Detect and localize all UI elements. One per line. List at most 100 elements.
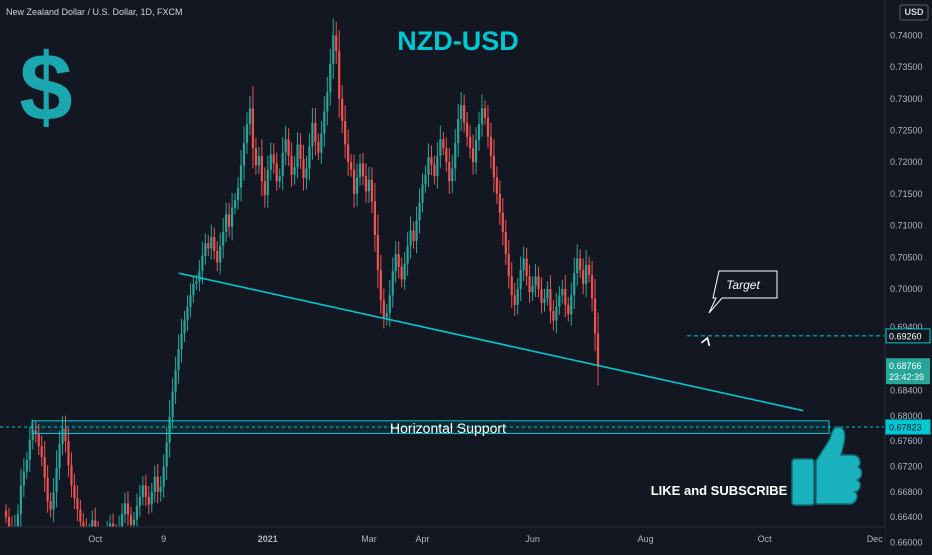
- candle: [28, 426, 31, 472]
- candle-body: [79, 509, 82, 523]
- y-tick-label: 0.66800: [890, 487, 923, 497]
- candle-body: [236, 187, 240, 201]
- candle-body: [463, 105, 466, 123]
- candle-body: [40, 446, 43, 457]
- candle-body: [492, 155, 495, 178]
- candle: [302, 144, 305, 191]
- candle-body: [189, 295, 192, 307]
- candle: [49, 492, 52, 518]
- candle-body: [585, 264, 588, 284]
- candle-body: [302, 158, 305, 179]
- candle-body: [350, 162, 353, 170]
- candle-body: [317, 141, 320, 153]
- candle: [344, 105, 347, 159]
- x-tick-label: Oct: [88, 534, 103, 544]
- candle: [219, 232, 222, 275]
- candle: [37, 423, 40, 455]
- candle-body: [257, 155, 260, 166]
- y-tick-label: 0.72000: [890, 157, 923, 167]
- candle-body: [165, 442, 168, 467]
- candle: [186, 295, 189, 332]
- candle: [573, 257, 576, 310]
- y-tick-label: 0.66400: [890, 512, 923, 522]
- candle: [272, 143, 275, 174]
- candle-body: [579, 258, 582, 270]
- candle-body: [314, 122, 317, 142]
- candle: [76, 485, 79, 522]
- trendline: [178, 272, 804, 412]
- candle-body: [448, 162, 451, 182]
- candle: [355, 163, 359, 207]
- candle: [126, 491, 130, 526]
- candle-body: [7, 517, 11, 527]
- candle: [570, 282, 573, 326]
- y-tick-label: 0.73000: [890, 94, 923, 104]
- y-tick-label: 0.74000: [890, 30, 923, 40]
- candle-body: [471, 148, 475, 163]
- candle-body: [248, 108, 252, 125]
- candle-body: [147, 496, 150, 505]
- candle-body: [287, 139, 290, 156]
- candle: [19, 468, 22, 530]
- cta-text: LIKE and SUBSCRIBE: [651, 483, 788, 498]
- candle-body: [22, 471, 25, 486]
- candle-body: [239, 165, 243, 188]
- candle-body: [442, 139, 445, 149]
- candle: [162, 454, 165, 498]
- candle-body: [266, 169, 269, 196]
- candle-body: [329, 63, 332, 93]
- projection-arrowhead: [700, 336, 711, 347]
- candle: [561, 280, 564, 304]
- candle: [248, 96, 252, 136]
- candle: [168, 399, 171, 458]
- candle-body: [171, 391, 174, 418]
- candle: [281, 136, 284, 191]
- candle-body: [174, 370, 177, 392]
- candle: [213, 227, 216, 260]
- candle: [486, 105, 490, 149]
- candle-body: [379, 269, 382, 301]
- candle-body: [228, 214, 231, 227]
- candle: [263, 167, 266, 208]
- overlays-layer: Target Horizontal Support LIKE and SUBSCRI…: [0, 270, 884, 506]
- candle: [338, 30, 341, 118]
- y-tick-label: 0.67600: [890, 436, 923, 446]
- candle: [269, 142, 272, 181]
- candle-body: [391, 271, 394, 296]
- candle: [147, 486, 150, 515]
- candle: [275, 152, 278, 191]
- candle: [64, 415, 67, 453]
- candle: [466, 112, 469, 147]
- candle: [540, 277, 543, 314]
- candle: [412, 221, 415, 249]
- candle: [385, 304, 388, 326]
- candle-body: [278, 176, 281, 182]
- target-callout: [708, 270, 778, 314]
- candle-body: [332, 35, 335, 64]
- candle-body: [126, 503, 130, 515]
- candle-body: [593, 298, 597, 334]
- candle-body: [537, 276, 540, 289]
- candle-body: [498, 193, 501, 213]
- candle: [207, 234, 210, 257]
- candle: [159, 475, 162, 502]
- candle: [135, 493, 138, 531]
- candle: [314, 107, 317, 156]
- candle: [501, 197, 504, 246]
- support-label: Horizontal Support: [390, 420, 506, 436]
- candle: [40, 435, 43, 467]
- candle: [192, 275, 195, 303]
- candle: [278, 168, 281, 189]
- candle: [153, 465, 156, 502]
- candle-body: [433, 164, 436, 177]
- candle-body: [466, 122, 469, 137]
- candle-body: [582, 269, 585, 284]
- candle: [31, 419, 34, 450]
- candle: [308, 133, 311, 181]
- candle: [257, 146, 260, 174]
- candle: [43, 441, 46, 492]
- candle: [585, 249, 588, 298]
- candle-body: [219, 245, 222, 263]
